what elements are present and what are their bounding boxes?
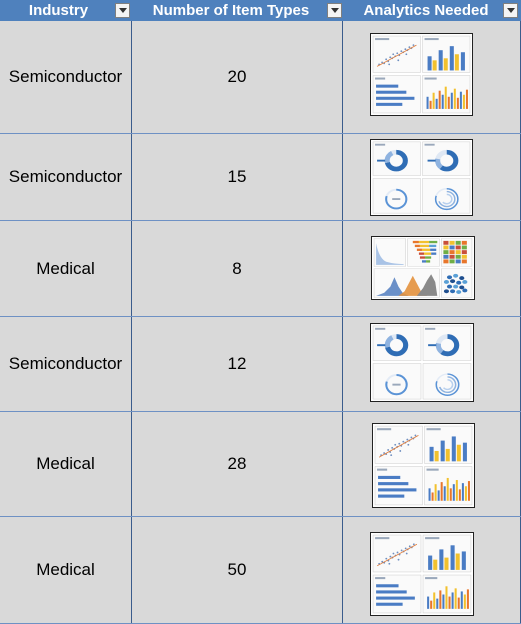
cell-item-types[interactable]: 15 bbox=[227, 167, 247, 186]
cell-industry[interactable]: Semiconductor bbox=[8, 167, 123, 186]
column-header-label: Industry bbox=[28, 2, 89, 19]
dashboard-charts-thumbnail[interactable] bbox=[370, 33, 473, 116]
column-divider bbox=[131, 21, 132, 624]
row-divider bbox=[0, 316, 521, 317]
cell-industry[interactable]: Medical bbox=[36, 560, 95, 579]
column-header-label: Analytics Needed bbox=[363, 2, 489, 19]
row-divider bbox=[0, 411, 521, 412]
cell-item-types[interactable]: 20 bbox=[227, 67, 247, 86]
row-divider bbox=[0, 133, 521, 134]
filter-dropdown-button-analytics[interactable] bbox=[503, 3, 518, 18]
column-header-analytics[interactable]: Analytics Needed bbox=[343, 0, 521, 21]
cell-industry[interactable]: Medical bbox=[36, 258, 95, 278]
cell-industry[interactable]: Semiconductor bbox=[8, 67, 123, 86]
column-header-label: Number of Item Types bbox=[152, 2, 310, 19]
dashboard-charts-thumbnail[interactable] bbox=[370, 532, 474, 616]
column-header-item-types[interactable]: Number of Item Types bbox=[132, 0, 342, 21]
cell-industry[interactable]: Medical bbox=[36, 454, 95, 473]
cell-item-types[interactable]: 8 bbox=[232, 258, 242, 278]
row-divider bbox=[0, 516, 521, 517]
filter-dropdown-button-industry[interactable] bbox=[115, 3, 130, 18]
area-heatmap-thumbnail[interactable] bbox=[371, 236, 475, 300]
donut-gauges-thumbnail[interactable] bbox=[370, 139, 473, 216]
column-divider bbox=[342, 21, 343, 624]
cell-item-types[interactable]: 12 bbox=[227, 354, 247, 373]
column-header-industry[interactable]: Industry bbox=[0, 0, 131, 21]
dashboard-charts-thumbnail[interactable] bbox=[372, 423, 475, 508]
cell-industry[interactable]: Semiconductor bbox=[8, 354, 123, 373]
header-row: Industry Number of Item Types Analytics … bbox=[0, 0, 521, 21]
cell-item-types[interactable]: 28 bbox=[227, 454, 247, 473]
filter-dropdown-button-item-types[interactable] bbox=[327, 3, 342, 18]
cell-item-types[interactable]: 50 bbox=[227, 560, 247, 579]
donut-gauges-thumbnail[interactable] bbox=[370, 323, 474, 402]
row-divider bbox=[0, 220, 521, 221]
